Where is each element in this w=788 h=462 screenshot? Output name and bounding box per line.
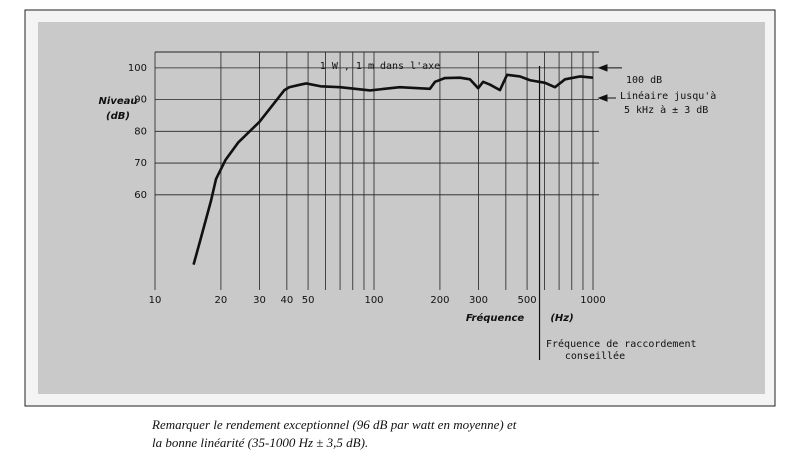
caption: Remarquer le rendement exceptionnel (96 … <box>151 417 517 432</box>
y-tick-label: 80 <box>134 126 147 137</box>
linearity-note: Linéaire jusqu'à <box>620 90 716 102</box>
x-tick-label: 20 <box>215 295 228 306</box>
x-tick-label: 40 <box>280 295 293 306</box>
y-label: (dB) <box>106 111 130 122</box>
y-label: Niveau <box>99 96 138 107</box>
x-unit: (Hz) <box>550 313 573 324</box>
x-tick-label: 100 <box>364 295 383 306</box>
panel <box>38 22 765 394</box>
x-tick-label: 30 <box>253 295 266 306</box>
x-tick-label: 300 <box>469 295 488 306</box>
x-tick-label: 10 <box>149 295 162 306</box>
caption: la bonne linéarité (35-1000 Hz ± 3,5 dB)… <box>152 435 368 450</box>
arrow <box>597 64 622 72</box>
x-tick-label: 200 <box>430 295 449 306</box>
x-tick-label: 50 <box>302 295 315 306</box>
crossover-note: conseillée <box>565 350 625 362</box>
arrow <box>597 94 616 102</box>
y-tick-label: 100 <box>128 63 147 74</box>
y-tick-label: 90 <box>134 95 147 106</box>
x-label: Fréquence <box>466 312 525 324</box>
y-tick-label: 70 <box>134 158 147 169</box>
crossover-note: Fréquence de raccordement <box>546 338 697 350</box>
level-note: 100 dB <box>626 75 662 86</box>
linearity-note: 5 kHz à ± 3 dB <box>624 104 708 116</box>
x-tick-label: 500 <box>518 295 537 306</box>
y-tick-label: 60 <box>134 190 147 201</box>
response-curve <box>192 73 594 265</box>
top-note: 1 W , 1 m dans l'axe <box>320 61 440 72</box>
x-tick-label: 1000 <box>580 295 605 306</box>
